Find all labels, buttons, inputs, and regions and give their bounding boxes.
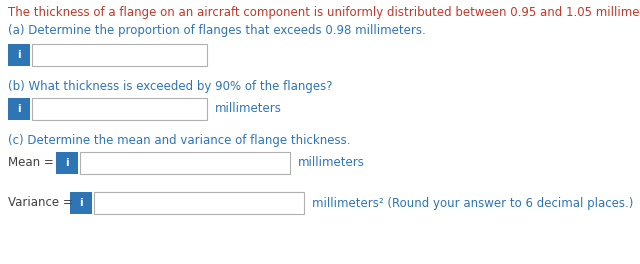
Text: millimeters: millimeters (298, 157, 365, 169)
Text: (b) What thickness is exceeded by 90% of the flanges?: (b) What thickness is exceeded by 90% of… (8, 80, 333, 93)
Text: (c) Determine the mean and variance of flange thickness.: (c) Determine the mean and variance of f… (8, 134, 351, 147)
Text: Mean =: Mean = (8, 157, 58, 169)
Bar (56, 152, 78, 174)
Text: i: i (17, 50, 21, 60)
Bar (94, 192, 304, 214)
Text: i: i (65, 158, 69, 168)
Bar (32, 98, 207, 120)
Text: Variance =: Variance = (8, 196, 77, 210)
Bar (8, 44, 30, 66)
Bar (70, 192, 92, 214)
Bar (32, 44, 207, 66)
Bar (80, 152, 290, 174)
Text: i: i (17, 104, 21, 114)
Text: (a) Determine the proportion of flanges that exceeds 0.98 millimeters.: (a) Determine the proportion of flanges … (8, 24, 426, 37)
Text: i: i (79, 198, 83, 208)
Text: millimeters: millimeters (215, 102, 282, 116)
Text: millimeters² (Round your answer to 6 decimal places.): millimeters² (Round your answer to 6 dec… (312, 196, 634, 210)
Bar (8, 98, 30, 120)
Text: The thickness of a flange on an aircraft component is uniformly distributed betw: The thickness of a flange on an aircraft… (8, 6, 640, 19)
